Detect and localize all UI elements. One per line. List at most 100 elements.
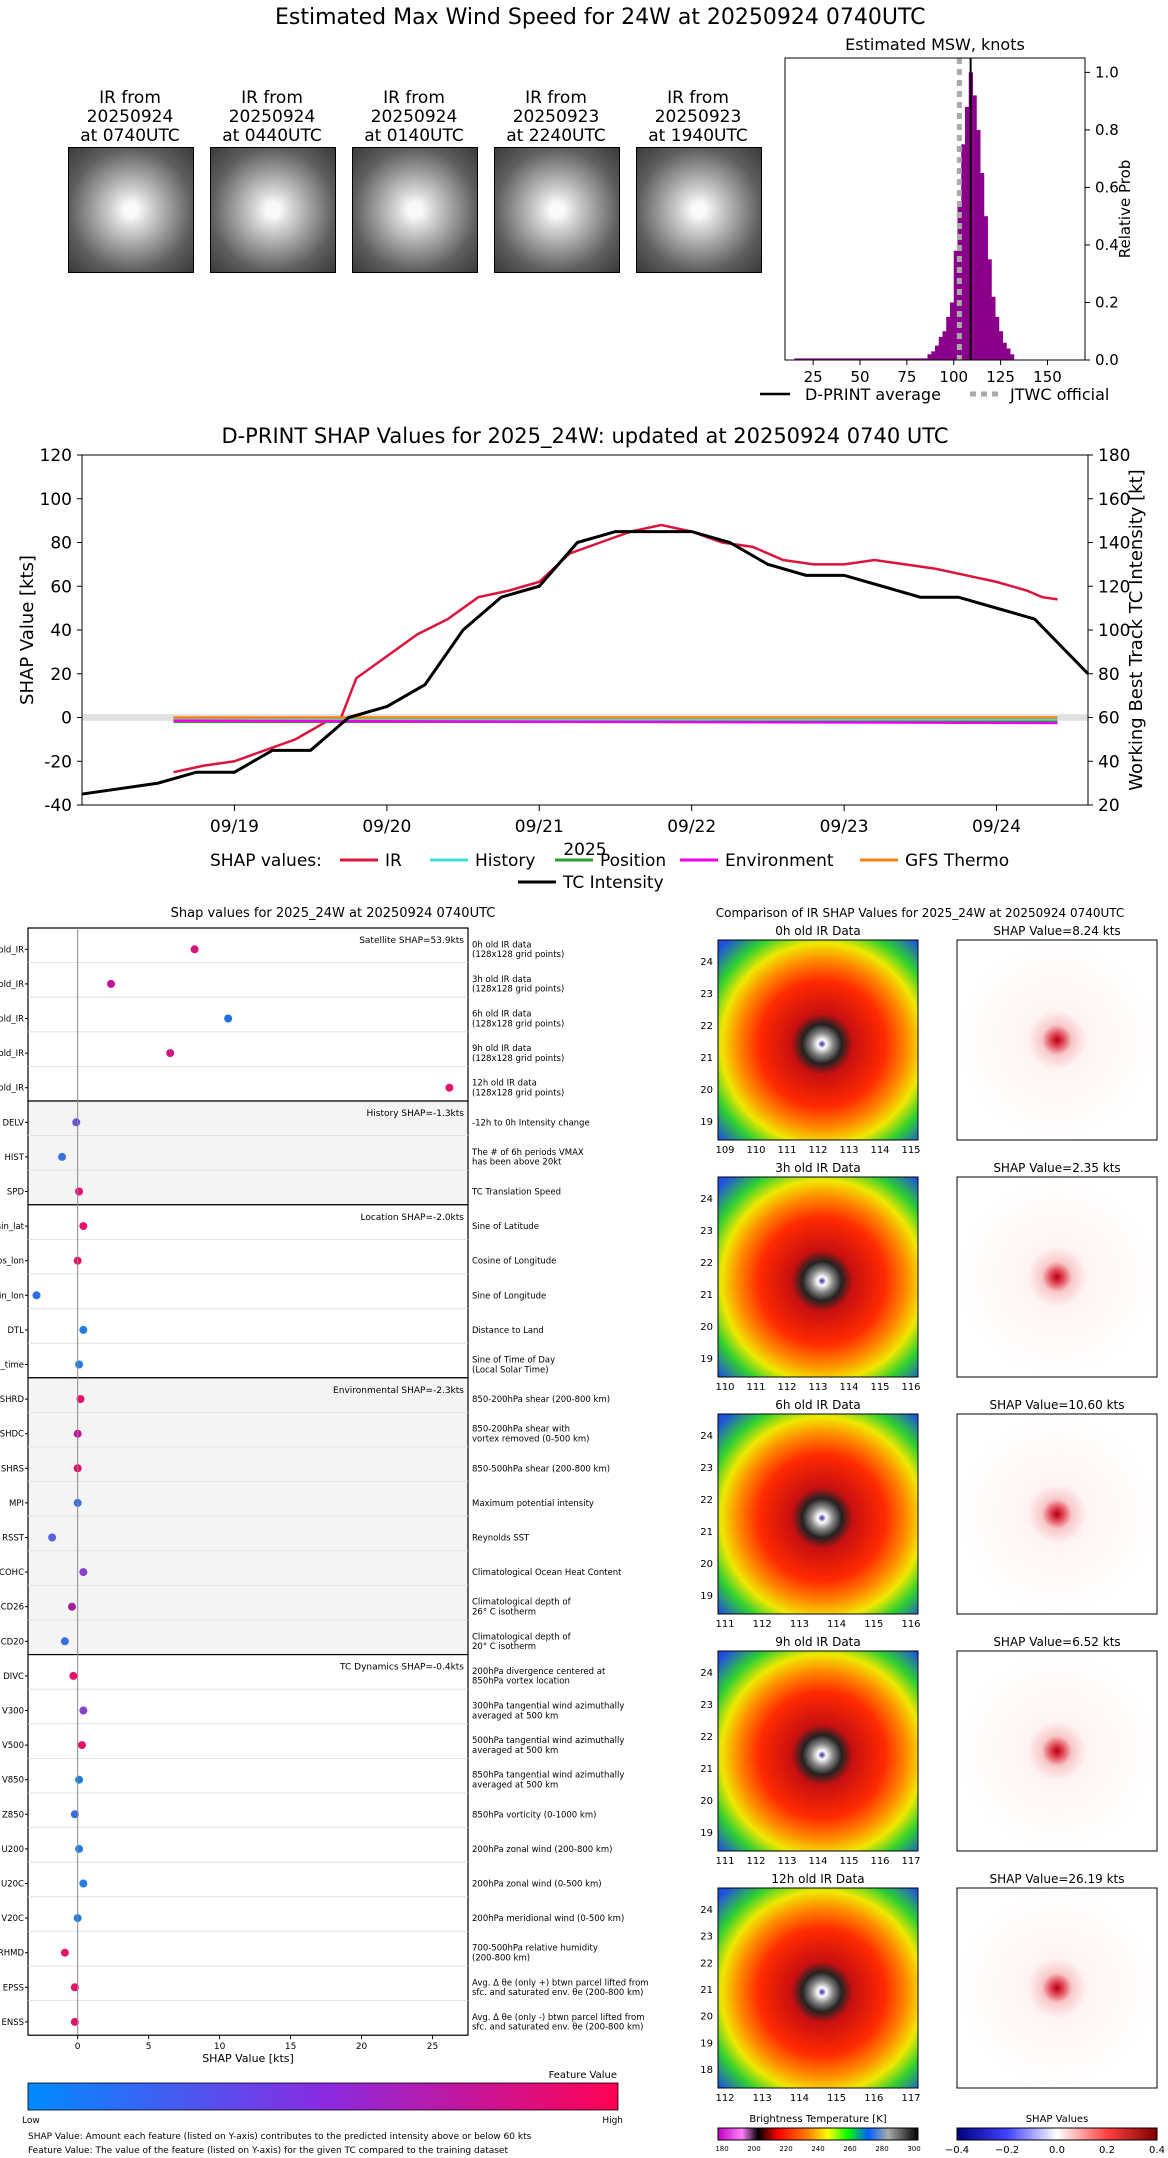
shap-group-label: History SHAP=-1.3kts (367, 1109, 465, 1119)
shap-point (445, 1084, 453, 1092)
shap-feature-desc: 6h old IR data (128x128 grid points) (472, 1010, 564, 1030)
histogram-xtick-label: 25 (804, 368, 823, 386)
series-line-tc-intensity (82, 532, 1088, 795)
shap-point (191, 945, 199, 953)
histogram-ytick-label: 0.8 (1095, 121, 1119, 139)
shap-xtick-label: 5 (146, 2042, 152, 2052)
shap-panel-title: SHAP Value=2.35 kts (993, 1161, 1120, 1175)
shap-feature-desc: 850hPa vorticity (0-1000 km) (472, 1810, 596, 1820)
ir-xtick-label: 116 (864, 2093, 883, 2104)
ir-ytick-label: 19 (700, 1591, 713, 1602)
shap-feature-desc: Climatological Ocean Heat Content (472, 1568, 622, 1578)
shap-feature-desc: TC Translation Speed (471, 1188, 561, 1198)
ir-xtick-label: 112 (777, 1382, 796, 1393)
ir-ytick-label: 24 (700, 1905, 713, 1916)
ir-xtick-label: 109 (715, 1145, 734, 1156)
histogram-ylabel: Relative Prob (1116, 160, 1134, 259)
shap-feature-desc: Avg. Δ θe (only -) btwn parcel lifted fr… (472, 2013, 645, 2033)
ir-ytick-label: 20 (700, 1559, 713, 1570)
ir-ytick-label: 21 (700, 1985, 713, 1996)
ir-xtick-label: 111 (715, 1856, 734, 1867)
shap-timeseries-chart: D-PRINT SHAP Values for 2025_24W: update… (0, 415, 1168, 895)
ir-panel-title: 6h old IR Data (775, 1398, 861, 1412)
shap-feature-desc: 9h old IR data (128x128 grid points) (472, 1044, 564, 1064)
shap-point (48, 1534, 56, 1542)
shap-feature-name: MPI (9, 1499, 24, 1509)
histogram-xtick-label: 75 (897, 368, 916, 386)
ts-ytick2-label: 60 (1098, 709, 1120, 729)
ts-ytick-label: 60 (50, 577, 72, 597)
ir-xtick-label: 112 (746, 1856, 765, 1867)
legend-title: SHAP values: (210, 851, 322, 871)
series-line-ir (173, 525, 1057, 772)
shap-point (78, 1741, 86, 1749)
histogram-title: Estimated MSW, knots (845, 35, 1025, 54)
bt-tick-label: 240 (811, 2145, 824, 2153)
bt-tick-label: 260 (843, 2145, 856, 2153)
shap-panel-title: SHAP Value=6.52 kts (993, 1635, 1120, 1649)
shap-feature-desc: 850hPa tangential wind azimuthally averag… (472, 1771, 624, 1791)
ir-xtick-label: 111 (715, 1619, 734, 1630)
ir-ytick-label: 23 (700, 1932, 713, 1943)
ts-xtick-label: 09/19 (210, 817, 259, 837)
shap-feature-name: sin_lon (0, 1291, 24, 1301)
ir-xtick-label: 114 (839, 1382, 858, 1393)
ir-xtick-label: 116 (901, 1619, 920, 1630)
ir-panel-image (718, 1651, 918, 1851)
ir-ytick-label: 19 (700, 1828, 713, 1839)
ir-ytick-label: 20 (700, 2012, 713, 2023)
shap-feature-desc: Maximum potential intensity (472, 1499, 594, 1509)
shap-feature-name: CD20 (1, 1637, 24, 1647)
legend-label: IR (385, 851, 402, 871)
ir-xtick-label: 110 (746, 1145, 765, 1156)
ircompare-title: Comparison of IR SHAP Values for 2025_24… (716, 906, 1125, 920)
shap-feature-name: cos_lon (0, 1257, 24, 1267)
shap-feature-name: DELV (2, 1118, 24, 1128)
ir-ytick-label: 19 (700, 2038, 713, 2049)
histogram-xtick-label: 100 (939, 368, 968, 386)
ir-panel-image (718, 1177, 918, 1377)
histogram-bar (928, 354, 932, 360)
shap-xtick-label: 0 (75, 2042, 81, 2052)
bt-colorbar-label: Brightness Temperature [K] (749, 2114, 886, 2125)
shap-feature-desc: -12h to 0h Intensity change (472, 1118, 590, 1128)
sv-colorbar-label: SHAP Values (1026, 2114, 1089, 2125)
ts-ytick2-label: 40 (1098, 752, 1120, 772)
ir-xtick-label: 113 (808, 1382, 827, 1393)
shap-feature-name: SPD (7, 1188, 25, 1198)
ts-ytick-label: 40 (50, 621, 72, 641)
sat-image (636, 147, 762, 273)
ts-ytick-label: 20 (50, 665, 72, 685)
ir-panel-title: 0h old IR Data (775, 924, 861, 938)
ir-ytick-label: 20 (700, 1796, 713, 1807)
ir-xtick-label: 114 (808, 1856, 827, 1867)
ts-ytick-label: 0 (61, 709, 72, 729)
ir-xtick-label: 110 (715, 1382, 734, 1393)
shap-point (61, 1637, 69, 1645)
shap-panel-title: SHAP Value=8.24 kts (993, 924, 1120, 938)
shap-feature-name: 12h_old_IR (0, 1084, 24, 1094)
shap-feature-name: RSST (2, 1534, 25, 1544)
ir-ytick-label: 20 (700, 1085, 713, 1096)
shap-feature-desc: Distance to Land (472, 1326, 544, 1336)
shap-title: Shap values for 2025_24W at 20250924 074… (171, 906, 496, 921)
ir-ytick-label: 22 (700, 1495, 713, 1506)
shap-feature-desc: Reynolds SST (472, 1534, 530, 1544)
ir-xtick-label: 117 (901, 1856, 920, 1867)
ir-xtick-label: 112 (715, 2093, 734, 2104)
bt-tick-label: 200 (747, 2145, 760, 2153)
shap-panel-image (957, 1414, 1157, 1614)
shap-feature-name: EPSS (3, 1983, 24, 1993)
sv-tick-label: −0.2 (995, 2145, 1019, 2156)
shap-point (68, 1603, 76, 1611)
shap-panel-image (957, 1651, 1157, 1851)
shap-feature-name: V500 (2, 1741, 24, 1751)
histogram-xtick-label: 150 (1033, 368, 1062, 386)
colorbar-title: Feature Value (549, 2070, 617, 2081)
shap-group-box (28, 928, 468, 1101)
shap-feature-desc: 0h old IR data (128x128 grid points) (472, 940, 564, 960)
shap-feature-desc: 200hPa divergence centered at 850hPa vort… (472, 1667, 606, 1687)
ir-xtick-label: 112 (753, 1619, 772, 1630)
shap-feature-desc: 850-500hPa shear (200-800 km) (472, 1464, 610, 1474)
ir-panel-title: 12h old IR Data (771, 1872, 864, 1886)
